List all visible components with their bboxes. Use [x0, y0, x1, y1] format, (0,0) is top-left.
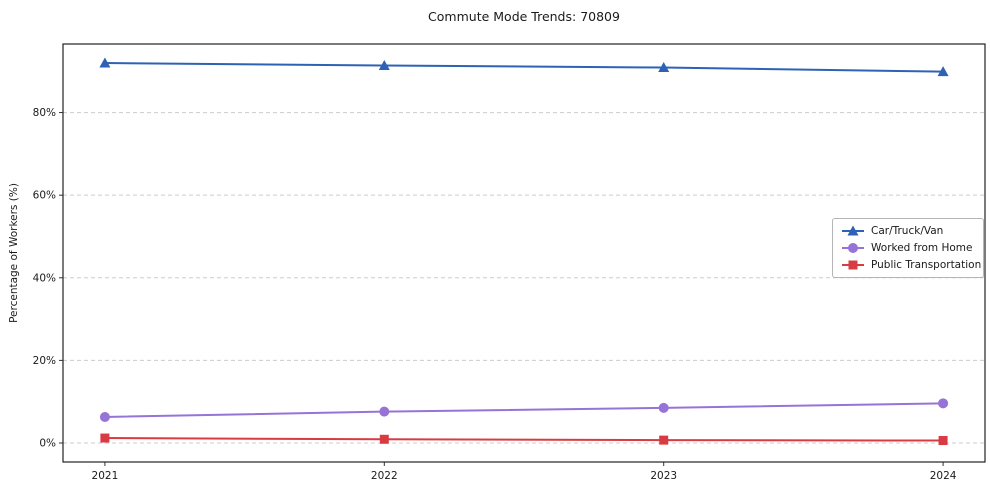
chart-title: Commute Mode Trends: 70809 [428, 9, 620, 24]
svg-text:2023: 2023 [650, 470, 677, 482]
legend-label: Public Transportation [871, 259, 982, 271]
legend: Car/Truck/Van Worked from Home Public Tr… [832, 218, 984, 278]
svg-text:2022: 2022 [371, 470, 398, 482]
legend-label: Car/Truck/Van [871, 225, 944, 237]
legend-line-triangle-icon [842, 225, 864, 236]
svg-text:80%: 80% [33, 107, 56, 119]
svg-text:40%: 40% [33, 272, 56, 284]
legend-line-square-icon [842, 260, 864, 270]
legend-entry-worked-from-home: Worked from Home [841, 242, 975, 254]
legend-line-circle-icon [842, 243, 864, 253]
svg-text:0%: 0% [39, 438, 56, 450]
svg-text:2024: 2024 [930, 470, 957, 482]
svg-text:2021: 2021 [92, 470, 119, 482]
legend-entry-public-transportation: Public Transportation [841, 259, 981, 271]
legend-label: Worked from Home [871, 242, 973, 254]
svg-text:20%: 20% [33, 355, 56, 367]
svg-text:60%: 60% [33, 190, 56, 202]
legend-entry-car-truck-van: Car/Truck/Van [841, 225, 975, 237]
